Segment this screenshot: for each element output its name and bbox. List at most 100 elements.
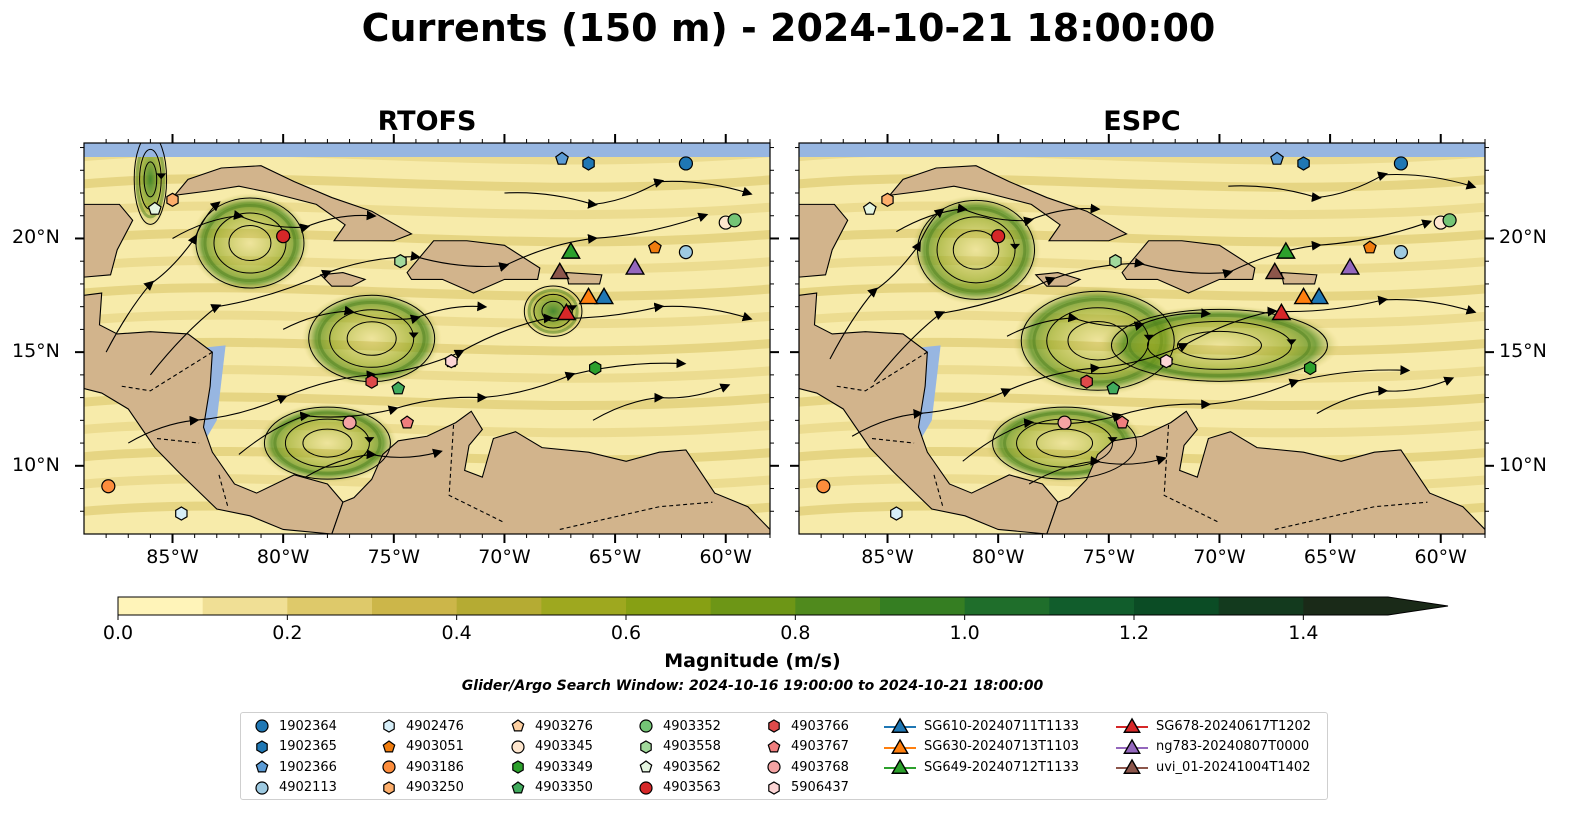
streamline xyxy=(962,365,1411,462)
eddy-streamline xyxy=(1110,308,1328,382)
legend-label: 4903766 xyxy=(791,718,849,734)
argo-float-marker xyxy=(1080,374,1093,389)
legend-marker-icon xyxy=(1116,717,1148,734)
glider-marker xyxy=(1264,261,1285,280)
argo-float-marker xyxy=(400,415,415,429)
argo-float-marker xyxy=(1109,254,1122,269)
legend-column: 4903352 4903558 4903562 4903563 xyxy=(637,716,721,798)
legend-circle xyxy=(255,781,269,795)
colorbar-tick-label: 0.8 xyxy=(780,622,811,644)
streamline xyxy=(851,295,1477,437)
ocean-area xyxy=(799,143,1485,157)
argo-float-marker xyxy=(678,245,694,260)
eddy-streamline xyxy=(346,321,397,356)
argo-float-marker xyxy=(1362,240,1377,254)
legend-label: 1902366 xyxy=(279,759,337,775)
legend-item: 4903250 xyxy=(380,778,464,799)
legend-item: 4903352 xyxy=(637,716,721,737)
lon-tick-label: 60°W xyxy=(1414,546,1467,568)
legend-marker-icon xyxy=(256,740,268,754)
glider-marker xyxy=(1339,257,1361,275)
legend-marker-icon xyxy=(383,781,395,795)
colorbar-tick-label: 0.6 xyxy=(610,622,642,644)
legend-column: SG678-20240617T1202 ng783-20240807T0000 uv… xyxy=(1116,716,1311,778)
country-border xyxy=(1163,424,1220,524)
legend-triangle xyxy=(1123,717,1141,734)
argo-float-marker xyxy=(647,240,662,254)
legend-marker-icon xyxy=(639,719,653,733)
legend-label: 4903558 xyxy=(663,739,721,755)
streamline-arrow xyxy=(567,305,578,312)
eddy-streamline xyxy=(917,199,1036,300)
glider-marker xyxy=(556,302,577,321)
legend-marker-icon xyxy=(382,740,396,753)
map-panel-rtofs xyxy=(75,134,779,543)
glider-marker xyxy=(560,241,581,259)
colorbar-tick-label: 1.2 xyxy=(1118,622,1150,644)
argo-float-marker xyxy=(1106,381,1121,395)
argo-float-marker xyxy=(991,229,1006,244)
colorbar-tick-label: 1.4 xyxy=(1288,622,1319,644)
colorbar-segment xyxy=(626,597,712,615)
argo-float-marker xyxy=(1303,360,1317,376)
colorbar-segment xyxy=(1049,597,1135,615)
argo-float-marker xyxy=(582,156,595,171)
lon-tick-label: 70°W xyxy=(1193,546,1246,568)
legend-marker-icon xyxy=(511,740,525,754)
legend-label: 4903349 xyxy=(535,759,593,775)
panel-title-rtofs: RTOFS xyxy=(377,106,477,137)
legend-marker-icon xyxy=(255,781,269,795)
colorbar-extend-arrow xyxy=(1388,597,1448,615)
legend-label: ng783-20240807T0000 xyxy=(1156,739,1310,755)
legend-label: SG630-20240713T1103 xyxy=(924,739,1080,755)
legend-circle xyxy=(382,760,396,774)
glider-marker xyxy=(1309,286,1330,305)
eddy-streamline xyxy=(263,406,391,480)
argo-float-marker xyxy=(1115,415,1130,429)
legend-label: 4903562 xyxy=(663,759,721,775)
eddy-streamline xyxy=(992,406,1138,480)
legend-item: 4903276 xyxy=(509,716,593,737)
legend-hexagon xyxy=(256,740,268,754)
argo-float-marker xyxy=(175,506,188,521)
legend-triangle xyxy=(891,738,909,754)
eddy-streamline xyxy=(952,230,1000,270)
legend-label: 1902365 xyxy=(279,739,337,755)
streamline xyxy=(105,201,221,353)
legend-item: SG678-20240617T1202 xyxy=(1116,716,1311,737)
legend-item: 4902476 xyxy=(380,716,464,737)
legend-pentagon xyxy=(511,719,525,732)
argo-float-marker xyxy=(1442,213,1457,228)
lat-tick-label: 20°N xyxy=(1499,226,1547,249)
legend-triangle xyxy=(1123,738,1141,754)
colorbar-segment xyxy=(287,597,373,615)
lon-tick-label: 85°W xyxy=(146,546,199,568)
land-puertoRico xyxy=(1280,271,1318,285)
legend-item: SG610-20240711T1133 xyxy=(884,716,1079,737)
streamline-arrow xyxy=(1143,334,1154,341)
streamline-arrow xyxy=(1286,339,1297,346)
streamline xyxy=(504,178,753,209)
legend-pentagon xyxy=(382,740,396,753)
legend-circle xyxy=(639,781,653,795)
land-centralAmerica xyxy=(84,292,344,534)
streamline-arrow xyxy=(156,173,167,180)
argo-float-marker xyxy=(365,374,378,389)
legend-triangle xyxy=(891,717,909,734)
colorbar-segment xyxy=(118,597,204,615)
colorbar-segment xyxy=(372,597,458,615)
argo-float-marker xyxy=(391,381,406,395)
argo-float-marker xyxy=(166,192,179,207)
legend-hexagon xyxy=(640,740,652,754)
legend-marker-icon xyxy=(383,719,395,733)
streamline xyxy=(282,301,488,330)
legend-hexagon xyxy=(383,781,395,795)
argo-float-marker xyxy=(588,360,602,376)
legend-item: SG630-20240713T1103 xyxy=(884,737,1079,758)
legend-label: 4903276 xyxy=(535,718,593,734)
streamline xyxy=(592,383,731,421)
eddy xyxy=(301,290,442,387)
legend-label: 1902364 xyxy=(279,718,337,734)
legend-item: 4903562 xyxy=(637,757,721,778)
